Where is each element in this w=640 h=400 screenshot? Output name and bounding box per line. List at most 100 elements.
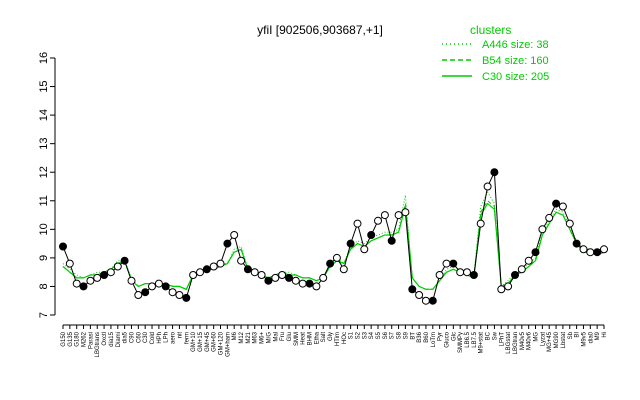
data-point — [93, 273, 102, 282]
data-point — [182, 293, 191, 302]
x-tick-label: Cold — [150, 332, 156, 344]
x-tick-label: dia15 — [109, 331, 115, 346]
x-tick-label: Gly — [328, 332, 334, 341]
x-tick-label: G150 — [61, 331, 67, 346]
x-tick-label: LoTm — [431, 332, 437, 347]
x-tick-label: aero — [171, 331, 177, 344]
x-tick-label: M6+ — [260, 332, 266, 344]
x-tick-label: M9v5 — [581, 331, 587, 346]
y-tick-label: 12 — [38, 166, 50, 178]
x-tick-label: BC — [486, 331, 492, 340]
x-tick-label: M/G — [266, 332, 272, 344]
x-tick-label: Lbstat — [561, 332, 567, 349]
data-point — [196, 268, 204, 277]
x-tick-label: G135 — [68, 331, 74, 346]
x-tick-label: Salt — [321, 332, 327, 343]
x-tick-label: B36 — [417, 331, 423, 342]
x-tick-label: Sw — [492, 331, 498, 340]
data-point — [141, 288, 150, 297]
x-tick-label: ferm — [184, 332, 190, 344]
data-point — [168, 288, 177, 297]
data-point — [517, 265, 526, 274]
data-point — [59, 242, 67, 251]
data-point — [565, 219, 574, 228]
data-point — [285, 273, 293, 282]
x-tick-label: S8 — [397, 331, 403, 339]
x-tick-label: dia0 — [588, 331, 594, 343]
x-tick-label: BT — [410, 332, 416, 340]
data-point — [148, 282, 156, 291]
data-point — [216, 259, 225, 268]
x-tick-label: S4 — [369, 331, 375, 339]
data-point — [189, 271, 198, 279]
legend-label: A446 size: 38 — [482, 39, 549, 51]
data-point — [161, 282, 170, 291]
x-tick-label: GM+15 — [198, 331, 204, 352]
data-point — [113, 262, 122, 271]
y-tick-label: 8 — [38, 283, 50, 289]
data-point — [257, 271, 266, 279]
x-tick-label: Oxctl — [102, 332, 108, 346]
data-point — [65, 259, 74, 268]
x-tick-label: nit — [177, 332, 183, 339]
data-point — [374, 216, 382, 225]
x-tick-label: LB7.5 — [472, 331, 478, 347]
x-tick-label: Pyr — [438, 332, 444, 341]
series-layer — [62, 171, 605, 302]
data-point — [175, 291, 184, 299]
data-point — [572, 239, 581, 248]
series-dotted-line — [62, 191, 605, 290]
x-tick-label: GM+10 — [191, 331, 197, 352]
data-point — [449, 259, 458, 268]
legend: clusters A446 size: 38 B54 size: 160 C30 s… — [442, 23, 549, 83]
x-tick-label: M9 — [595, 331, 601, 340]
data-point — [524, 256, 533, 265]
data-point — [86, 276, 95, 285]
legend-label: C30 size: 205 — [482, 71, 549, 83]
data-point — [360, 245, 369, 254]
data-point — [298, 279, 307, 288]
x-tick-label: Glu — [287, 332, 293, 341]
x-tick-label: SMMPy — [458, 332, 464, 353]
x-tick-label: MG — [534, 332, 540, 342]
x-tick-label: GM+120 — [219, 331, 225, 355]
data-point — [469, 271, 478, 279]
data-point — [579, 245, 588, 254]
x-tick-label: HPh — [157, 332, 163, 344]
x-tick-label: M21 — [246, 331, 252, 343]
data-point — [339, 265, 348, 274]
y-tick-label: 9 — [38, 255, 50, 261]
data-point — [237, 256, 246, 265]
y-tick-label: 16 — [38, 52, 50, 64]
legend-title: clusters — [470, 23, 511, 37]
x-tick-label: LB6.5 — [465, 331, 471, 347]
data-point — [545, 213, 554, 222]
data-point — [278, 271, 287, 279]
y-tick-label: 15 — [38, 80, 50, 92]
data-point — [154, 279, 163, 288]
x-tick-label: Glc — [451, 332, 457, 341]
data-point — [72, 279, 81, 288]
data-point — [483, 182, 492, 191]
x-tick-label: BHM — [308, 332, 314, 345]
x-tick-label: S3 — [362, 331, 368, 339]
x-tick-label: BI — [575, 332, 581, 338]
y-tick-label: 11 — [38, 195, 50, 206]
x-tick-label: M262 — [82, 331, 88, 347]
data-point — [504, 282, 513, 291]
data-point — [394, 211, 403, 220]
data-point — [408, 285, 417, 294]
x-tick-label: S1 — [349, 331, 355, 339]
x-tick-label: Gluco — [444, 331, 450, 347]
data-point — [326, 259, 335, 268]
x-tick-label: LBGtrans — [95, 332, 101, 357]
data-point — [401, 208, 410, 217]
chart-title: yfiI [902506,903687,+1] — [257, 23, 383, 37]
data-point — [223, 239, 232, 248]
data-point — [442, 259, 451, 268]
data-point — [127, 276, 136, 285]
x-tick-label: LBGtran — [513, 332, 519, 354]
data-point — [421, 296, 430, 305]
x-tick-label: LBGstat — [506, 332, 512, 354]
